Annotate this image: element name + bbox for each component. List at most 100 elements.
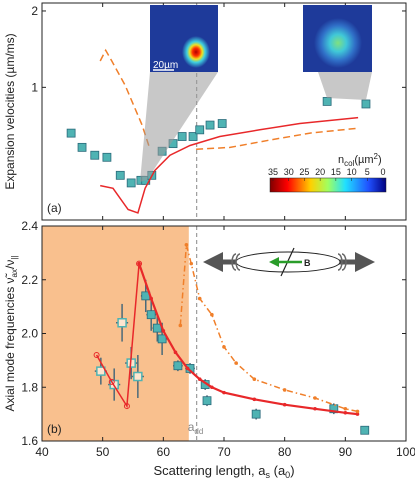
series-line — [100, 116, 359, 214]
y-axis-label: Axial mode frequencies ν̃ax/ν|| — [3, 255, 19, 411]
data-point — [177, 132, 187, 141]
x-axis-label-part: s — [266, 470, 271, 480]
data-point — [185, 366, 190, 371]
x-tick-label: 70 — [217, 445, 231, 459]
data-point — [202, 396, 212, 406]
plot-frame — [41, 225, 407, 442]
data-point — [117, 318, 127, 328]
data-point — [96, 366, 106, 376]
colorbar-tick-label: 35 — [268, 167, 278, 177]
data-point — [282, 402, 287, 407]
x-tick-label: 100 — [396, 445, 415, 459]
data-point — [222, 345, 226, 349]
data-point — [115, 170, 125, 180]
data-point — [355, 412, 360, 416]
data-point — [195, 125, 205, 135]
data-point — [205, 120, 215, 130]
data-point — [222, 390, 226, 395]
data-point — [146, 310, 156, 320]
x-tick-label: 80 — [278, 445, 292, 459]
threshold-label-part: a — [188, 420, 195, 434]
data-point — [108, 378, 115, 385]
panel-b: 40 50 60 70 80 90 100 1.6 1.8 2.0 2.2 2.4 (b) add Axia… — [3, 219, 415, 480]
data-point — [252, 397, 257, 402]
data-point — [137, 261, 141, 266]
data-point — [343, 410, 348, 415]
data-point — [313, 406, 317, 411]
x-tick-label: 60 — [157, 445, 171, 459]
x-axis-label-part: (a — [270, 463, 286, 478]
data-point — [188, 132, 198, 141]
data-point — [133, 371, 143, 382]
data-point — [152, 323, 162, 333]
x-axis-label-part: ) — [290, 463, 294, 478]
field-label: B — [304, 258, 311, 268]
colorbar-tick-label: 25 — [299, 167, 309, 177]
y-axis-label-part: ax — [10, 269, 19, 277]
inset-wedge — [140, 72, 218, 182]
data-point — [360, 425, 370, 435]
data-point — [189, 261, 194, 266]
data-point — [217, 119, 227, 128]
x-axis-label-part: Scattering length, a — [153, 463, 266, 478]
data-point — [90, 150, 100, 160]
data-point — [355, 409, 360, 414]
data-point — [184, 243, 189, 247]
data-point — [149, 296, 153, 301]
data-point — [126, 178, 136, 188]
colorbar-tick-label: 30 — [284, 167, 294, 177]
data-point — [197, 296, 202, 301]
y-tick-label: 2.2 — [21, 273, 38, 287]
y-tick-label: 2 — [31, 4, 38, 18]
colorbar — [269, 177, 387, 193]
data-point — [343, 406, 348, 411]
data-point — [329, 404, 339, 414]
y-tick-label: 1 — [31, 80, 38, 94]
y-tick-label: 1.6 — [21, 434, 38, 448]
y-axis-label: Expansion velocities (µm/ms) — [3, 33, 17, 189]
x-tick-label: 90 — [339, 445, 353, 459]
y-tick-label: 1.8 — [21, 380, 38, 394]
data-point — [123, 403, 130, 410]
y-axis-label-part: /ν — [3, 260, 17, 269]
x-tick-label: 40 — [35, 445, 49, 459]
data-point — [210, 385, 214, 390]
plot-frame — [41, 2, 407, 221]
shaded-region — [42, 226, 189, 441]
data-point — [361, 99, 371, 109]
colorbar-tick-label: 20 — [315, 167, 325, 177]
data-point — [173, 361, 183, 371]
data-point — [252, 377, 257, 381]
data-point — [93, 352, 100, 358]
colorbar-tick-label: 15 — [331, 167, 341, 177]
threshold-label: add — [188, 420, 204, 436]
y-axis-label-part: Axial mode frequencies ν̃ — [3, 272, 17, 411]
series-line — [95, 263, 140, 409]
coil — [231, 253, 241, 271]
data-point — [157, 334, 167, 344]
panel-label: (a) — [47, 201, 62, 215]
data-point — [251, 409, 261, 419]
data-point — [282, 388, 287, 392]
scalebar-label: 20µm — [153, 60, 178, 71]
data-point — [210, 312, 214, 317]
y-tick-label: 2.4 — [21, 219, 38, 233]
coil — [337, 253, 347, 271]
colorbar-tick-label: 10 — [347, 167, 357, 177]
data-point — [234, 361, 238, 365]
y-axis-label-part: || — [10, 255, 19, 259]
x-axis-label-part: 0 — [285, 470, 290, 480]
series-line — [99, 48, 359, 151]
cloud — [182, 36, 210, 68]
x-axis-label: Scattering length, as (a0) — [153, 463, 294, 480]
data-point — [77, 142, 87, 152]
x-tick-label: 50 — [96, 445, 110, 459]
series-line — [179, 244, 358, 413]
cloud — [314, 18, 362, 68]
panel-a: 1 2 (a) Expansion velocities (µm/ms) — [3, 2, 407, 221]
data-point — [322, 97, 332, 106]
data-point — [173, 350, 178, 355]
data-point — [102, 152, 112, 162]
data-point — [313, 396, 317, 400]
